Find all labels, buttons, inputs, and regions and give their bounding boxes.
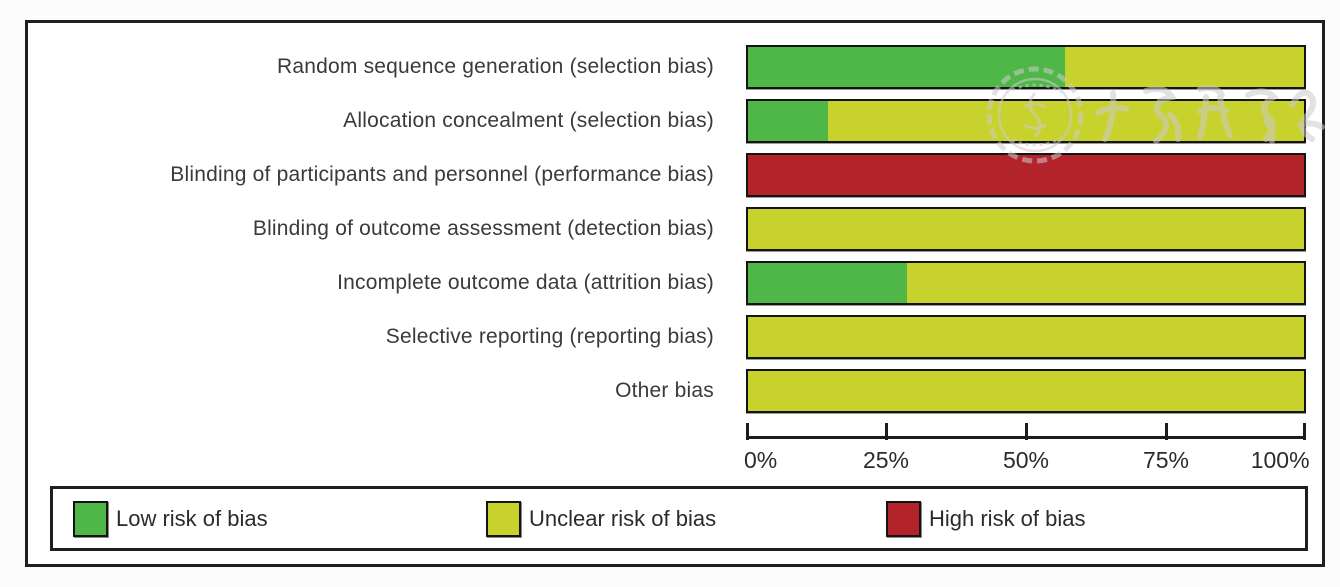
bias-rows: Random sequence generation (selection bi… xyxy=(28,40,1322,418)
bias-row: Other bias xyxy=(28,364,1322,418)
risk-of-bias-figure: Random sequence generation (selection bi… xyxy=(25,20,1325,567)
bar-segment-unclear xyxy=(827,101,1304,141)
bar-segment-low xyxy=(748,47,1066,87)
bar-segment-low xyxy=(748,101,828,141)
legend-label-low: Low risk of bias xyxy=(116,505,268,531)
x-axis-tick xyxy=(746,423,749,440)
bias-bar xyxy=(746,261,1306,305)
low-risk-swatch xyxy=(73,500,108,537)
bias-row: Blinding of participants and personnel (… xyxy=(28,148,1322,202)
x-axis-tick-label: 75% xyxy=(1142,447,1190,473)
bias-row-label: Blinding of outcome assessment (detectio… xyxy=(252,217,714,240)
legend-label-high: High risk of bias xyxy=(929,505,1086,531)
x-axis: 0% 25% 50% 75% 100% xyxy=(744,423,1310,498)
bias-bar xyxy=(746,315,1306,359)
legend: Low risk of bias Unclear risk of bias Hi… xyxy=(50,486,1308,551)
high-risk-swatch xyxy=(886,500,921,537)
bias-row-label: Allocation concealment (selection bias) xyxy=(343,109,714,132)
bias-row: Incomplete outcome data (attrition bias) xyxy=(28,256,1322,310)
x-axis-tick xyxy=(1024,423,1028,440)
unclear-risk-swatch xyxy=(486,500,521,537)
bias-row: Blinding of outcome assessment (detectio… xyxy=(28,202,1322,256)
bias-bar xyxy=(746,207,1306,251)
x-axis-tick-label: 25% xyxy=(862,447,910,473)
bar-segment-unclear xyxy=(907,263,1304,303)
legend-item-high: High risk of bias xyxy=(886,489,1086,548)
bar-segment-low xyxy=(748,263,908,303)
bias-row-label: Blinding of participants and personnel (… xyxy=(170,163,714,186)
legend-item-unclear: Unclear risk of bias xyxy=(486,489,716,548)
bar-segment-unclear xyxy=(1065,47,1304,87)
x-axis-tick-label: 100% xyxy=(1250,447,1310,473)
bar-segment-unclear xyxy=(748,371,1304,411)
bias-row: Selective reporting (reporting bias) xyxy=(28,310,1322,364)
bias-row-label: Incomplete outcome data (attrition bias) xyxy=(337,271,714,294)
bar-segment-unclear xyxy=(748,209,1304,249)
x-axis-tick xyxy=(884,423,888,440)
bar-segment-high xyxy=(748,155,1304,195)
bias-bar xyxy=(746,153,1306,197)
bar-segment-unclear xyxy=(748,317,1304,357)
x-axis-tick xyxy=(1303,423,1306,440)
bias-row-label: Other bias xyxy=(615,379,714,402)
x-axis-tick-label: 50% xyxy=(1002,447,1050,473)
bias-bar xyxy=(746,45,1306,89)
x-axis-tick-label: 0% xyxy=(744,447,778,473)
bias-row: Random sequence generation (selection bi… xyxy=(28,40,1322,94)
bias-row: Allocation concealment (selection bias) xyxy=(28,94,1322,148)
legend-label-unclear: Unclear risk of bias xyxy=(529,505,717,531)
legend-item-low: Low risk of bias xyxy=(73,489,268,548)
bias-row-label: Selective reporting (reporting bias) xyxy=(385,325,714,348)
bias-bar xyxy=(746,99,1306,143)
bias-bar xyxy=(746,369,1306,413)
x-axis-tick xyxy=(1164,423,1168,440)
bias-row-label: Random sequence generation (selection bi… xyxy=(276,55,714,78)
